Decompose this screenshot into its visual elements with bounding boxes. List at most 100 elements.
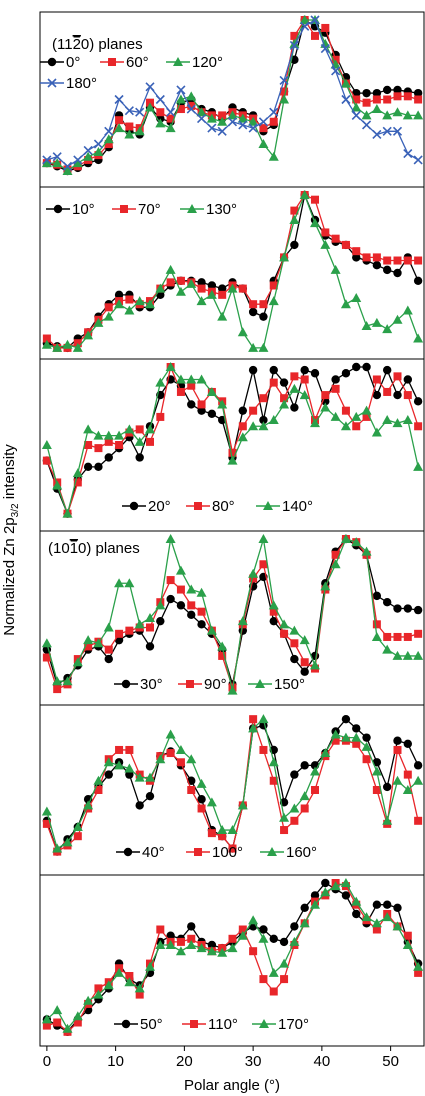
data-point bbox=[166, 265, 176, 274]
data-point bbox=[197, 620, 205, 628]
data-point bbox=[258, 714, 268, 723]
data-point bbox=[414, 606, 422, 614]
data-point bbox=[187, 601, 195, 609]
data-point bbox=[363, 755, 371, 763]
series-line bbox=[47, 367, 418, 514]
legend-marker bbox=[186, 680, 194, 688]
series-80° bbox=[43, 363, 422, 518]
data-point bbox=[269, 415, 279, 424]
panel-6: 50° 110° 170° bbox=[40, 875, 424, 1046]
data-point bbox=[146, 83, 154, 91]
data-point bbox=[217, 312, 227, 321]
data-point bbox=[301, 375, 309, 383]
data-point bbox=[105, 453, 113, 461]
data-point bbox=[393, 737, 401, 745]
data-point bbox=[352, 724, 360, 732]
data-point bbox=[394, 633, 402, 641]
data-point bbox=[156, 108, 164, 116]
data-point bbox=[146, 623, 154, 631]
data-point bbox=[372, 104, 382, 113]
data-point bbox=[414, 257, 422, 265]
x-axis-title: Polar angle (°) bbox=[184, 1077, 280, 1094]
data-point bbox=[94, 444, 102, 452]
data-point bbox=[300, 904, 308, 912]
legend-label: 180° bbox=[66, 75, 97, 92]
data-point bbox=[342, 96, 350, 104]
legend-label: 170° bbox=[278, 1016, 309, 1033]
legend-label: 20° bbox=[148, 498, 171, 515]
data-point bbox=[135, 453, 143, 461]
x-tick-label: 20 bbox=[176, 1053, 193, 1070]
data-point bbox=[208, 410, 216, 418]
data-point bbox=[197, 779, 207, 788]
data-point bbox=[104, 622, 114, 631]
data-point bbox=[74, 832, 82, 840]
panel-5: 40° 100° 160° bbox=[40, 705, 424, 875]
data-point bbox=[372, 318, 382, 327]
data-point bbox=[362, 406, 372, 415]
data-point bbox=[249, 715, 257, 723]
data-point bbox=[404, 92, 412, 100]
legend-marker bbox=[122, 680, 130, 688]
data-point bbox=[404, 740, 412, 748]
data-point bbox=[249, 407, 257, 415]
legend-label: 0° bbox=[66, 54, 80, 71]
data-point bbox=[372, 632, 382, 641]
data-point bbox=[394, 372, 402, 380]
data-point bbox=[83, 635, 93, 644]
data-point bbox=[258, 534, 268, 543]
data-point bbox=[270, 379, 278, 387]
legend-label: 50° bbox=[140, 1016, 163, 1033]
data-point bbox=[105, 655, 113, 663]
data-point bbox=[342, 369, 350, 377]
data-point bbox=[404, 150, 412, 158]
data-point bbox=[383, 783, 391, 791]
data-point bbox=[332, 385, 340, 393]
data-point bbox=[383, 598, 391, 606]
legend-label: 10° bbox=[72, 201, 95, 218]
data-point bbox=[373, 620, 381, 628]
data-point bbox=[198, 608, 206, 616]
data-point bbox=[404, 771, 412, 779]
data-point bbox=[176, 745, 186, 754]
data-point bbox=[290, 372, 298, 380]
data-point bbox=[351, 293, 361, 302]
data-point bbox=[321, 228, 329, 236]
data-point bbox=[270, 988, 278, 996]
panel-1: (1120) planes0° 60° 120°180° bbox=[40, 12, 424, 187]
data-point bbox=[300, 668, 308, 676]
data-point bbox=[362, 110, 372, 119]
data-point bbox=[146, 438, 154, 446]
data-point bbox=[208, 829, 216, 837]
data-point bbox=[218, 291, 226, 299]
data-point bbox=[84, 463, 92, 471]
data-point bbox=[290, 639, 298, 647]
data-point bbox=[404, 391, 412, 399]
data-point bbox=[332, 235, 340, 243]
data-point bbox=[105, 127, 113, 135]
data-point bbox=[207, 797, 217, 806]
data-point bbox=[414, 156, 422, 164]
legend-label: 80° bbox=[212, 498, 235, 515]
legend-marker bbox=[120, 205, 128, 213]
legend-marker bbox=[194, 502, 202, 510]
data-point bbox=[177, 388, 185, 396]
data-point bbox=[125, 627, 133, 635]
data-point bbox=[270, 118, 278, 126]
data-point bbox=[258, 934, 268, 943]
data-point bbox=[331, 375, 339, 383]
data-point bbox=[53, 685, 61, 693]
data-point bbox=[187, 786, 195, 794]
legend-label: 100° bbox=[212, 844, 243, 861]
x-axis: 0 10 20 30 40 50 bbox=[43, 1046, 399, 1070]
data-point bbox=[156, 926, 164, 934]
data-point bbox=[125, 123, 133, 131]
data-point bbox=[414, 630, 422, 638]
data-point bbox=[290, 817, 298, 825]
data-point bbox=[239, 406, 247, 414]
data-point bbox=[383, 96, 391, 104]
data-point bbox=[218, 127, 226, 135]
data-point bbox=[393, 269, 401, 277]
data-point bbox=[342, 407, 350, 415]
data-point bbox=[331, 265, 341, 274]
